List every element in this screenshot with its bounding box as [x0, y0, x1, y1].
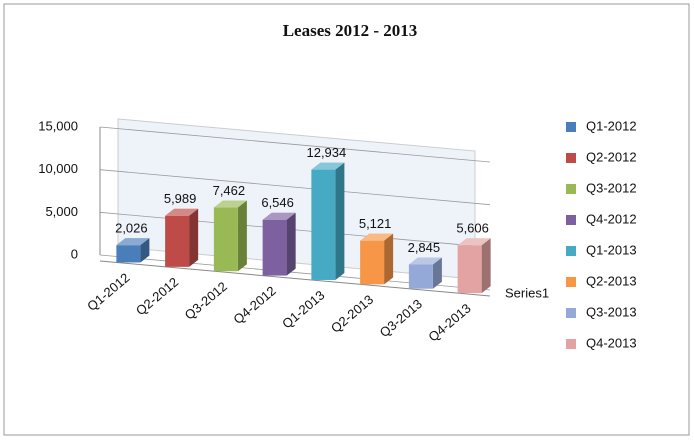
bar-side	[481, 238, 491, 294]
data-label: 12,934	[306, 145, 346, 160]
legend-label: Q2-2013	[586, 273, 637, 288]
legend-swatch	[566, 153, 576, 163]
bar-top	[262, 212, 296, 220]
bar	[311, 169, 336, 280]
bar-side	[189, 208, 199, 267]
y-tick-label: 10,000	[38, 161, 78, 176]
data-label: 2,845	[408, 240, 441, 255]
grid-line	[99, 126, 491, 163]
bar-side	[237, 200, 247, 272]
bar	[262, 219, 287, 276]
bar-top-shade	[360, 233, 394, 241]
bar-top-shade	[116, 238, 150, 246]
data-label: 5,606	[456, 221, 489, 236]
bar-top	[360, 233, 394, 241]
bar-top-shade	[165, 208, 199, 216]
bar-top	[213, 200, 247, 208]
legend-swatch	[566, 184, 576, 194]
data-label: 5,121	[359, 216, 392, 231]
bar-top	[165, 208, 199, 216]
data-label: 7,462	[213, 183, 246, 198]
legend-label: Q3-2013	[586, 304, 637, 319]
bar	[408, 264, 433, 289]
bar-top-shade	[213, 200, 247, 208]
chart-title: Leases 2012 - 2013	[283, 21, 418, 40]
bar-top	[408, 257, 442, 265]
x-axis	[99, 260, 491, 297]
bar-top	[457, 238, 491, 246]
bar-top-shade	[262, 212, 296, 220]
bar-side-shade	[286, 212, 296, 276]
legend-label: Q4-2012	[586, 211, 637, 226]
bar-top	[311, 162, 345, 170]
data-label: 2,026	[115, 221, 148, 236]
data-label: 5,989	[164, 191, 197, 206]
legend-swatch	[566, 277, 576, 287]
bar-top-shade	[457, 238, 491, 246]
bar-side	[432, 257, 442, 289]
bar-top	[116, 238, 150, 246]
bar-side	[335, 162, 345, 280]
bar-side	[384, 233, 394, 285]
y-tick-label: 5,000	[45, 204, 78, 219]
legend-swatch	[566, 308, 576, 318]
bar	[360, 240, 385, 285]
grid-line	[99, 169, 491, 206]
bar	[116, 245, 141, 263]
legend-label: Q1-2013	[586, 242, 637, 257]
bar-top-shade	[408, 257, 442, 265]
bar-side-shade	[237, 200, 247, 272]
legend-swatch	[566, 122, 576, 132]
bar-side-shade	[335, 162, 345, 280]
bar-side	[140, 238, 150, 263]
legend-label: Q4-2013	[586, 335, 637, 350]
bar-side-shade	[384, 233, 394, 285]
data-label: 6,546	[261, 195, 294, 210]
legend-swatch	[566, 246, 576, 256]
bar-side-shade	[140, 238, 150, 263]
bar	[457, 245, 482, 294]
legend-swatch	[566, 215, 576, 225]
bar-side-shade	[481, 238, 491, 294]
y-tick-label: 0	[71, 246, 78, 261]
bar-side	[286, 212, 296, 276]
bar-side-shade	[432, 257, 442, 289]
legend-label: Q3-2012	[586, 180, 637, 195]
bar-side-shade	[189, 208, 199, 267]
y-tick-label: 15,000	[38, 118, 78, 133]
bar	[165, 215, 190, 267]
legend-label: Q1-2012	[586, 118, 637, 133]
legend-label: Q2-2012	[586, 149, 637, 164]
legend-swatch	[566, 339, 576, 349]
depth-axis-label: Series1	[505, 285, 549, 300]
bar	[213, 207, 238, 272]
bar-top-shade	[311, 162, 345, 170]
